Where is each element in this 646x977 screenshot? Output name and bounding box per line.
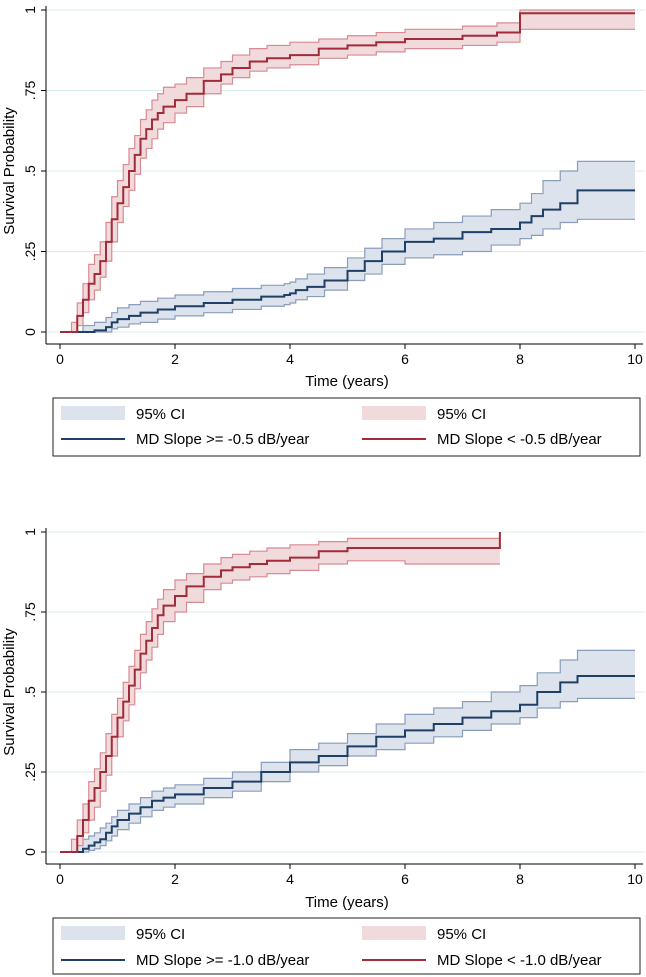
grid-lines [46,9,645,333]
x-tick-label: 0 [56,871,64,887]
ci-bands [60,532,635,853]
legend-label-line-b: MD Slope < -0.5 dB/year [437,431,602,448]
ci-upper-edge-series-0 [65,649,635,853]
legend-swatch-ci-a [61,926,125,940]
legend-label-line-a: MD Slope >= -0.5 dB/year [136,431,309,448]
x-tick-label: 10 [627,871,643,887]
ci-band-series-1 [60,532,500,852]
legend-box [52,917,641,975]
legend-label-ci-a: 95% CI [136,926,185,943]
y-tick-label: 1 [22,528,38,536]
legend: 95% CI 95% CI MD Slope >= -0.5 dB/year M… [52,397,641,457]
grid-lines [46,531,645,853]
x-tick-label: 2 [171,871,179,887]
x-tick-label: 4 [286,871,294,887]
legend-swatch-ci-b [362,406,426,420]
legend-label-ci-b: 95% CI [437,406,486,423]
x-tick-label: 10 [627,351,643,367]
survival-lines [60,532,635,853]
ci-lower-edge-series-0 [65,697,635,853]
x-tick-label: 6 [401,871,409,887]
ci-lower-edge-series-1 [60,28,635,333]
x-tick-label: 6 [401,351,409,367]
x-axis-label: Time (years) [305,373,389,390]
x-tick-label: 4 [286,351,294,367]
y-tick-label: 0 [22,848,38,856]
x-tick-label: 8 [516,871,524,887]
y-tick-label: 1 [22,6,38,14]
y-tick-label: 0 [22,328,38,336]
x-tick-label: 8 [516,351,524,367]
survival-line-series-1 [60,532,501,853]
legend: 95% CI 95% CI MD Slope >= -1.0 dB/year M… [52,917,641,975]
x-axis-label: Time (years) [305,894,389,911]
x-tick-label: 2 [171,351,179,367]
y-tick-label: .25 [22,242,38,262]
ci-band-series-0 [65,650,635,852]
legend-swatch-ci-a [61,406,125,420]
survival-line-series-0 [68,189,635,333]
y-axis-label: Survival Probability [1,107,18,235]
legend-label-line-b: MD Slope < -1.0 dB/year [437,952,602,969]
ci-band-series-0 [68,161,635,332]
survival-line-series-1 [60,12,635,333]
legend-label-line-a: MD Slope >= -1.0 dB/year [136,952,309,969]
ci-upper-edge-series-0 [68,160,635,333]
y-tick-label: .75 [22,602,38,622]
y-tick-label: .75 [22,81,38,101]
legend-label-ci-b: 95% CI [437,926,486,943]
legend-label-ci-a: 95% CI [136,406,185,423]
ci-upper-edge-series-1 [60,9,635,333]
survival-lines [60,12,635,333]
ci-upper-edge-series-1 [60,532,501,853]
ci-lower-edge-series-1 [60,560,500,853]
legend-swatch-ci-b [362,926,426,940]
ci-lower-edge-series-0 [68,218,635,333]
y-tick-label: .25 [22,762,38,782]
y-tick-label: .5 [22,686,38,698]
x-tick-label: 0 [56,351,64,367]
survival-line-series-0 [65,675,635,853]
y-tick-label: .5 [22,165,38,177]
legend-box [52,397,641,457]
y-axis-label: Survival Probability [1,628,18,756]
